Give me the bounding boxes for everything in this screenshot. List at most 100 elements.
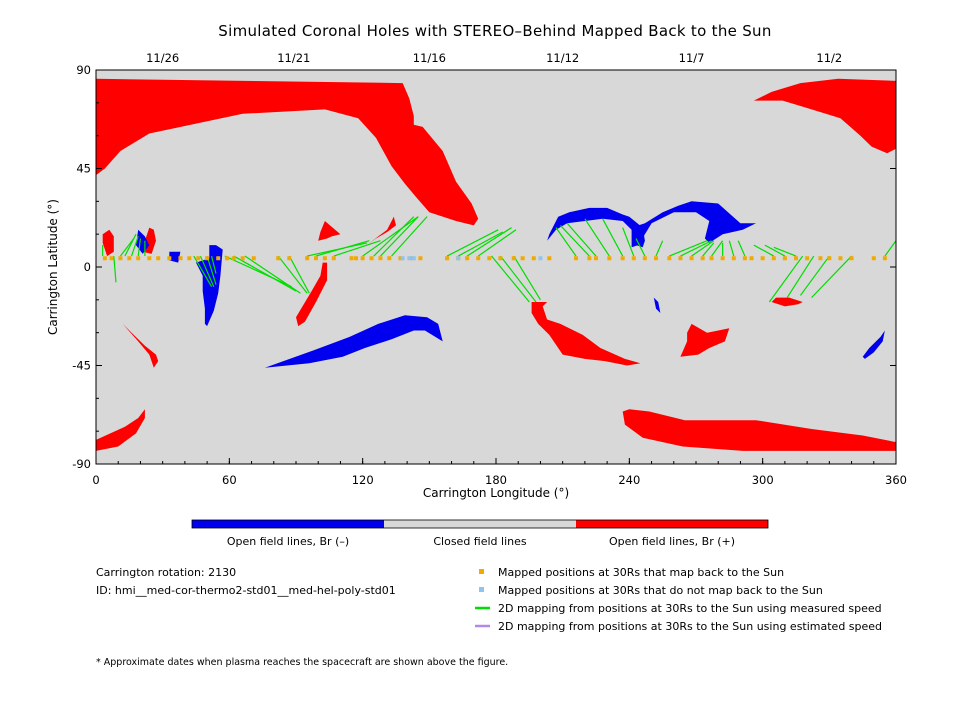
coronal-hole-negative-15 [196, 245, 223, 327]
mapping-line [224, 255, 292, 288]
mapped-back-point [731, 256, 736, 261]
x-tick-label: 240 [618, 473, 640, 487]
mapped-back-point [594, 256, 598, 261]
y-tick-label: 45 [76, 162, 91, 176]
mapping-line [130, 236, 139, 257]
coronal-hole-negative-16 [264, 315, 443, 368]
mapping-line [566, 222, 597, 257]
coronal-hole-regions [96, 78, 896, 451]
mapped-back-point [196, 256, 201, 261]
coronal-hole-positive-1 [96, 409, 145, 451]
coronal-hole-negative-14 [169, 251, 181, 263]
mapping-line [362, 216, 419, 257]
chart-title: Simulated Coronal Holes with STEREO–Behi… [218, 22, 771, 40]
mapped-back-point [102, 256, 107, 261]
mapped-back-point [127, 256, 132, 261]
not-mapped-point [407, 256, 412, 261]
legend-marker-not-mapped [479, 587, 484, 592]
mapped-back-point [354, 256, 358, 261]
mapped-back-point [631, 256, 636, 261]
mapping-line [513, 255, 541, 301]
x-tick-label: 60 [222, 473, 237, 487]
mapping-line [584, 218, 610, 257]
mapping-line [277, 255, 308, 294]
mapping-line [555, 227, 577, 257]
mapping-line [193, 255, 213, 288]
mapped-back-point [849, 256, 854, 261]
mapping-line [491, 255, 530, 303]
mapped-back-point [771, 256, 776, 261]
top-date-label: 11/7 [679, 51, 705, 65]
mapped-back-point [654, 256, 658, 261]
mapped-back-point [369, 256, 374, 261]
mapped-back-point [276, 256, 281, 261]
carrington-rotation-label: Carrington rotation: 2130 [96, 566, 236, 579]
y-axis-ticks: 90 45 0 -45 -90 [72, 63, 896, 471]
top-date-label: 11/2 [816, 51, 842, 65]
mapped-back-point [231, 256, 236, 261]
coronal-hole-positive-8 [296, 262, 328, 327]
mapped-back-point [465, 256, 470, 261]
not-mapped-point [400, 256, 405, 261]
mapped-back-point [398, 256, 403, 261]
coronal-hole-positive-9 [318, 221, 341, 241]
mapped-back-point [240, 256, 245, 261]
mapped-back-point [476, 256, 481, 261]
mapped-back-point [805, 256, 810, 261]
mapped-back-point [709, 256, 714, 261]
mapped-back-point [360, 256, 365, 261]
coronal-hole-positive-11 [771, 297, 803, 307]
mapping-line [137, 238, 142, 257]
mapped-back-point [287, 256, 292, 261]
mapping-lines [102, 216, 897, 303]
top-date-label: 11/16 [413, 51, 446, 65]
mapping-line [680, 240, 712, 257]
mapped-back-point [187, 256, 192, 261]
coronal-hole-negative-18 [631, 201, 756, 248]
legend-text-measured-speed: 2D mapping from positions at 30Rs to the… [498, 602, 882, 615]
mapping-line [457, 231, 503, 257]
x-tick-label: 180 [485, 473, 507, 487]
mapped-back-point [487, 256, 492, 261]
coronal-hole-positive-3 [622, 409, 896, 451]
mapped-back-point [498, 256, 503, 261]
mapping-line [753, 244, 775, 257]
legend-text-not-mapped: Mapped positions at 30Rs that do not map… [498, 584, 823, 597]
not-mapped-point [538, 256, 543, 261]
mapped-back-point [178, 256, 183, 261]
x-tick-label: 120 [352, 473, 374, 487]
top-date-label: 11/21 [277, 51, 310, 65]
coronal-hole-positive-10 [367, 216, 396, 246]
mapped-back-point [794, 256, 798, 261]
mapped-back-point [607, 256, 612, 261]
mapping-line [799, 255, 830, 296]
legend-swatch-closed [384, 520, 576, 528]
mapping-line [206, 255, 217, 285]
mapped-back-point [314, 256, 318, 261]
mapped-back-point [349, 256, 354, 261]
mapped-back-point [205, 256, 210, 261]
mapped-back-point [109, 256, 114, 261]
mapping-line [315, 240, 370, 257]
legend-marker-mapped-back [479, 569, 484, 574]
mapping-line [768, 255, 804, 303]
coronal-hole-positive-2 [753, 78, 896, 154]
coronal-hole-positive-5 [122, 323, 159, 368]
mapped-back-point [642, 256, 647, 261]
mapping-line [728, 240, 735, 257]
mapped-back-point [689, 256, 694, 261]
mapped-back-point [667, 256, 672, 261]
coronal-hole-positive-0 [96, 78, 479, 226]
mapping-line [560, 224, 590, 257]
mapping-line [635, 238, 646, 257]
mapped-back-point [387, 256, 392, 261]
mapped-back-point [574, 256, 578, 261]
mapped-back-point [216, 256, 221, 261]
mapping-line [499, 255, 537, 303]
mapped-back-point [147, 256, 152, 261]
mapped-back-point [167, 256, 172, 261]
mapping-line [786, 255, 815, 298]
footnote: * Approximate dates when plasma reaches … [96, 657, 508, 668]
